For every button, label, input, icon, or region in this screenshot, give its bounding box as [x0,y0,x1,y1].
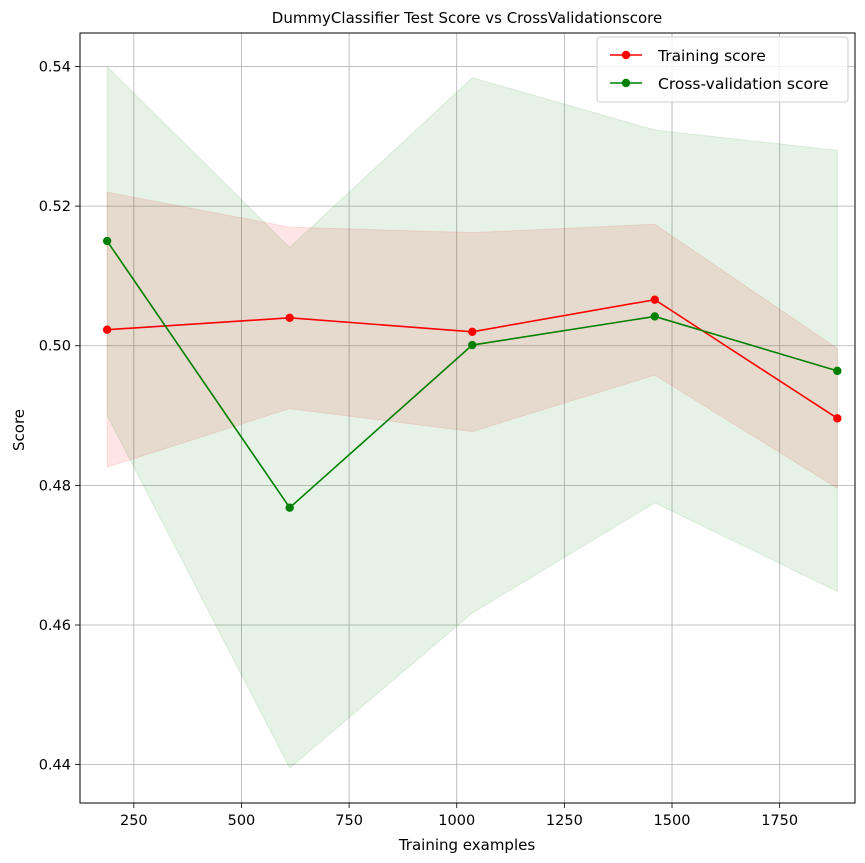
y-axis-ticks: 0.44 0.46 0.48 0.50 0.52 0.54 [39,60,80,774]
x-tick-label: 1750 [761,813,798,829]
y-tick-label: 0.54 [39,60,71,76]
y-tick-label: 0.50 [39,339,71,355]
chart-title: DummyClassifier Test Score vs CrossValid… [272,9,662,27]
series-0-point [833,414,842,423]
series-1-point [833,366,842,376]
legend: Training score Cross-validation score [596,36,849,103]
series-0-point [102,325,112,334]
x-tick-label: 1250 [546,813,583,829]
legend-box [596,36,849,103]
x-tick-label: 1500 [654,813,691,829]
y-tick-label: 0.44 [39,758,71,774]
y-tick-label: 0.52 [39,199,71,215]
x-tick-label: 1000 [438,813,475,829]
y-axis-title: Score [10,409,28,451]
y-tick-label: 0.48 [39,478,71,494]
confidence-bands [106,65,838,769]
x-tick-label: 250 [120,813,148,829]
series-points [102,236,842,512]
series-0-point [468,327,477,336]
series-0-band [106,191,838,490]
legend-label: Cross-validation score [658,75,829,93]
legend-marker [621,50,631,60]
y-tick-label: 0.46 [39,618,71,634]
x-tick-label: 500 [228,813,256,829]
series-1-band [106,65,838,769]
series-1-point [468,340,477,350]
series-1-point [102,236,112,246]
series-0-point [285,313,294,323]
legend-marker [621,78,631,88]
x-tick-label: 750 [335,813,363,829]
series-1-point [285,503,294,512]
series-1-point [650,312,659,321]
series-0-point [650,295,659,304]
x-axis-title: Training examples [398,836,536,854]
plot-frame [79,32,856,804]
legend-label: Training score [657,47,766,65]
x-axis-ticks: 250 500 750 1000 1250 1500 1750 [120,803,798,829]
